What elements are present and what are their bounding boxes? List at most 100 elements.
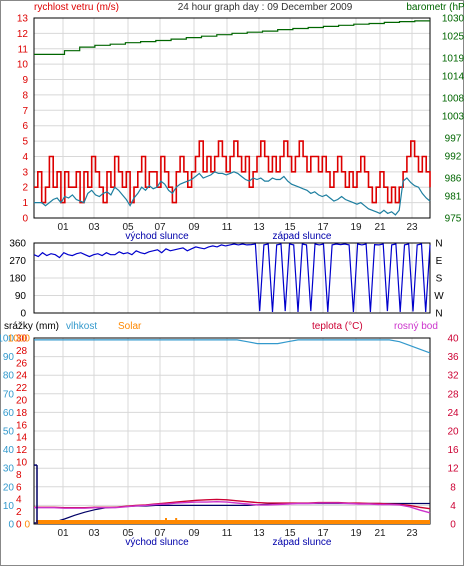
rain-ytick: 0 [16, 520, 22, 531]
x-tick-label: 03 [88, 528, 100, 539]
x-tick-label: 17 [317, 528, 329, 539]
humidity-ytick: 80 [3, 371, 15, 382]
temperature-ytick: 8 [450, 482, 456, 493]
x-tick-label: 11 [222, 222, 233, 233]
wind-ytick: 8 [22, 90, 28, 101]
sunrise-label: východ slunce [125, 537, 189, 548]
x-tick-label: 05 [122, 222, 134, 233]
direction-ytick: 90 [15, 291, 27, 302]
temperature-ytick: 40 [447, 334, 459, 345]
temperature-ytick: 24 [447, 408, 459, 419]
temperature-ylabel: teplota (°C) [312, 321, 363, 332]
rain-ytick: 12 [16, 445, 28, 456]
sunset-label: západ slunce [273, 231, 332, 242]
sunrise-label: východ slunce [125, 231, 189, 242]
temperature-ytick: 4 [450, 501, 456, 512]
wind-average-line [34, 171, 431, 216]
x-tick-label: 07 [154, 528, 166, 539]
baro-ytick: 986 [445, 174, 462, 185]
x-tick-label: 19 [350, 528, 362, 539]
wind-ytick: 7 [22, 106, 28, 117]
wind-ytick: 4 [22, 152, 28, 163]
baro-ytick: 1025 [442, 32, 464, 43]
baro-ytick: 981 [445, 192, 462, 203]
humidity-ytick: 100 [0, 334, 14, 345]
humidity-ytick: 50 [3, 427, 15, 438]
rain-ytick: 28 [16, 346, 28, 357]
wind-ytick: 11 [18, 44, 29, 55]
humidity-ytick: 30 [3, 464, 15, 475]
compass-ytick: W [434, 291, 444, 302]
rain-ytick: 22 [16, 383, 28, 394]
temperature-ytick: 20 [447, 427, 459, 438]
x-tick-label: 09 [188, 222, 200, 233]
baro-ytick: 992 [445, 152, 462, 163]
x-tick-label: 21 [374, 528, 386, 539]
dewpoint-line [34, 500, 431, 514]
x-tick-label: 05 [122, 528, 134, 539]
direction-ytick: 360 [9, 239, 26, 250]
compass-ytick: S [436, 274, 443, 285]
rain-ytick: 10 [16, 458, 28, 469]
humidity-ytick: 90 [3, 352, 15, 363]
x-tick-label: 01 [57, 222, 69, 233]
temperature-ytick: 28 [447, 389, 459, 400]
x-tick-label: 21 [374, 222, 386, 233]
humidity-ytick: 0 [8, 520, 14, 531]
baro-ytick: 1008 [442, 94, 464, 105]
baro-ytick: 1019 [442, 54, 464, 65]
rain-ytick: 30 [16, 334, 28, 345]
baro-ytick: 997 [445, 134, 462, 145]
baro-ytick: 1003 [442, 112, 464, 123]
wind-ylabel: rychlost vetru (m/s) [34, 2, 119, 13]
temperature-ytick: 32 [447, 371, 459, 382]
x-tick-label: 13 [253, 222, 265, 233]
wind-gust-line [34, 140, 431, 204]
direction-ytick: 0 [20, 309, 26, 320]
humidity-ytick: 20 [3, 482, 15, 493]
x-tick-label: 07 [154, 222, 166, 233]
wind-ytick: 13 [17, 14, 29, 25]
rain-ytick: 4 [16, 495, 22, 506]
rain-ytick: 24 [16, 371, 28, 382]
wind-ytick: 9 [22, 75, 28, 86]
wind-ytick: 3 [22, 167, 28, 178]
x-tick-label: 23 [406, 222, 418, 233]
rain-ytick: 18 [16, 408, 28, 419]
wind-ytick: 10 [17, 60, 29, 71]
humidity-ytick: 60 [3, 408, 15, 419]
rain-ytick: 26 [16, 358, 28, 369]
solar-ylabel: Solar [118, 321, 142, 332]
direction-ytick: 270 [9, 256, 26, 267]
rain-ytick: 16 [16, 420, 28, 431]
rain-ylabel: srážky (mm) [4, 321, 59, 332]
solar-ytick: 0 [24, 520, 30, 531]
x-tick-label: 13 [253, 528, 265, 539]
wind-ytick: 1 [22, 198, 28, 209]
x-tick-label: 03 [88, 222, 100, 233]
wind-panel-frame [33, 17, 431, 219]
compass-ytick: E [436, 256, 443, 267]
x-tick-label: 17 [317, 222, 329, 233]
x-tick-label: 15 [284, 528, 296, 539]
rain-ytick: 8 [16, 470, 22, 481]
rain-line [34, 502, 430, 524]
humidity-ytick: 40 [3, 445, 15, 456]
x-tick-label: 01 [57, 528, 69, 539]
wind-ytick: 6 [22, 121, 28, 132]
wind-ytick: 12 [17, 29, 29, 40]
direction-ytick: 180 [9, 274, 26, 285]
baro-ylabel: barometr (hPa) [406, 2, 464, 13]
solar-ytick: 1000 [8, 334, 31, 345]
compass-ytick: N [435, 309, 442, 320]
sunset-label: západ slunce [273, 537, 332, 548]
pressure-line [34, 20, 430, 56]
x-tick-label: 19 [350, 222, 362, 233]
wind-ytick: 0 [22, 214, 28, 225]
temperature-ytick: 16 [447, 445, 459, 456]
x-tick-label: 15 [284, 222, 296, 233]
baro-ytick: 975 [445, 214, 462, 225]
